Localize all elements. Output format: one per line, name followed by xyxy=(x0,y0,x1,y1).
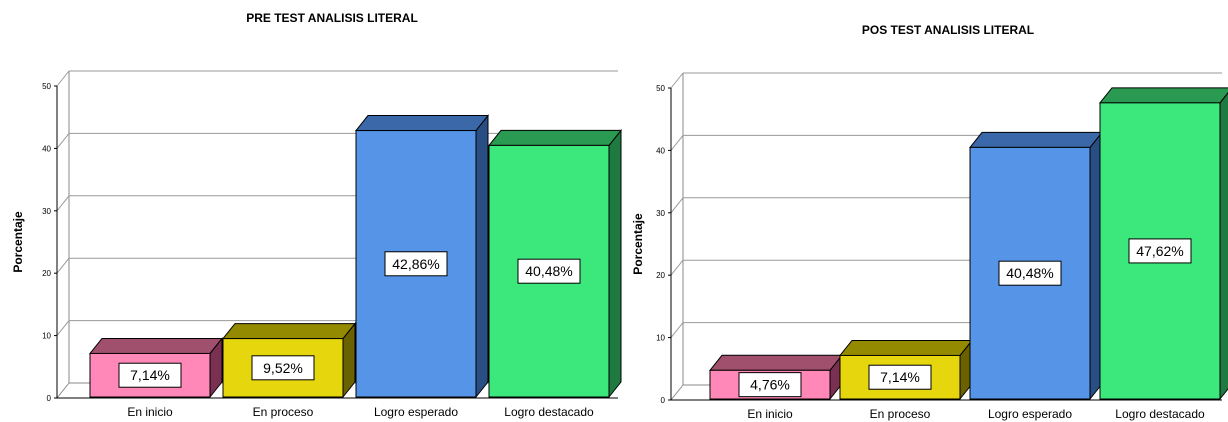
gridline-diag xyxy=(56,70,70,87)
y-tick-label: 0 xyxy=(47,394,52,403)
bar-logro-destacado: 40,48% xyxy=(487,128,623,399)
floor-edge xyxy=(670,384,684,401)
bar-top-face xyxy=(1098,87,1228,104)
gridline-diag xyxy=(670,322,684,338)
data-label: 9,52% xyxy=(263,360,303,376)
gridline-diag xyxy=(56,195,70,212)
y-tick-label: 40 xyxy=(42,144,51,153)
gridline-diag xyxy=(56,133,70,149)
bar-logro-esperado: 42,86% xyxy=(354,114,490,399)
data-label-box xyxy=(868,364,932,390)
gridline-diag xyxy=(56,257,70,274)
y-tick-label: 20 xyxy=(42,269,51,278)
gridline-diag xyxy=(56,320,70,336)
x-tick-label: En inicio xyxy=(127,405,173,419)
data-label-box xyxy=(517,258,581,284)
bar-en-inicio: 4,76% xyxy=(708,353,844,401)
bar-top-face xyxy=(708,354,844,371)
y-axis-label: Porcentaje xyxy=(631,213,645,275)
data-label: 7,14% xyxy=(130,367,170,383)
floor-edge xyxy=(56,382,70,399)
y-tick-label: 30 xyxy=(656,209,665,218)
y-tick-label: 20 xyxy=(656,271,665,280)
x-tick-label: En proceso xyxy=(870,407,931,421)
y-tick-label: 40 xyxy=(656,146,665,155)
data-label: 4,76% xyxy=(750,377,790,393)
bar-side-face xyxy=(608,128,622,399)
chart-title: POS TEST ANALISIS LITERAL xyxy=(862,23,1034,37)
bar-side-face xyxy=(1219,92,1228,401)
bar-side-face xyxy=(475,114,489,399)
gridline-diag xyxy=(670,259,684,276)
x-tick-label: En inicio xyxy=(747,407,793,421)
x-tick-label: Logro destacado xyxy=(1115,407,1205,421)
bar-top-face xyxy=(838,339,974,356)
chart-title: PRE TEST ANALISIS LITERAL xyxy=(246,11,418,25)
bar-logro-esperado: 40,48% xyxy=(968,130,1104,401)
chart-pos-test: POS TEST ANALISIS LITERAL Porcentaje 0 10 20… xyxy=(631,23,1228,421)
x-tick-label: En proceso xyxy=(253,405,314,419)
bar-en-proceso: 7,14% xyxy=(838,339,974,401)
bar-top-face xyxy=(221,323,357,340)
data-label-box xyxy=(118,362,182,388)
y-tick-label: 50 xyxy=(656,84,665,93)
gridline-diag xyxy=(670,72,684,89)
bar-top-face xyxy=(487,129,623,146)
bar-en-inicio: 7,14% xyxy=(88,337,224,399)
gridline-diag xyxy=(670,197,684,214)
data-label: 47,62% xyxy=(1136,243,1183,259)
y-axis-label: Porcentaje xyxy=(11,211,25,273)
x-tick-label: Logro esperado xyxy=(988,407,1072,421)
data-label-box xyxy=(998,260,1062,286)
x-tick-label: Logro destacado xyxy=(504,405,594,419)
bar-top-face xyxy=(88,337,224,354)
y-tick-label: 10 xyxy=(42,332,51,341)
y-tick-label: 50 xyxy=(42,82,51,91)
bar-en-proceso: 9,52% xyxy=(221,322,357,399)
bar-top-face xyxy=(354,115,490,132)
data-label: 40,48% xyxy=(525,263,572,279)
y-tick-label: 10 xyxy=(656,334,665,343)
data-label-box xyxy=(1128,238,1192,264)
chart-pre-test: PRE TEST ANALISIS LITERAL Porcentaje 0 10 20… xyxy=(11,11,623,419)
data-label-box xyxy=(251,355,315,381)
bar-top-face xyxy=(968,131,1104,148)
data-label: 42,86% xyxy=(392,256,439,272)
data-label-box xyxy=(738,372,802,398)
bar-logro-destacado: 47,62% xyxy=(1098,87,1228,401)
gridline-diag xyxy=(670,135,684,151)
y-tick-label: 30 xyxy=(42,207,51,216)
data-label-box xyxy=(384,251,448,277)
y-tick-label: 0 xyxy=(661,396,666,405)
data-label: 7,14% xyxy=(880,369,920,385)
data-label: 40,48% xyxy=(1006,265,1053,281)
x-tick-label: Logro esperado xyxy=(374,405,458,419)
